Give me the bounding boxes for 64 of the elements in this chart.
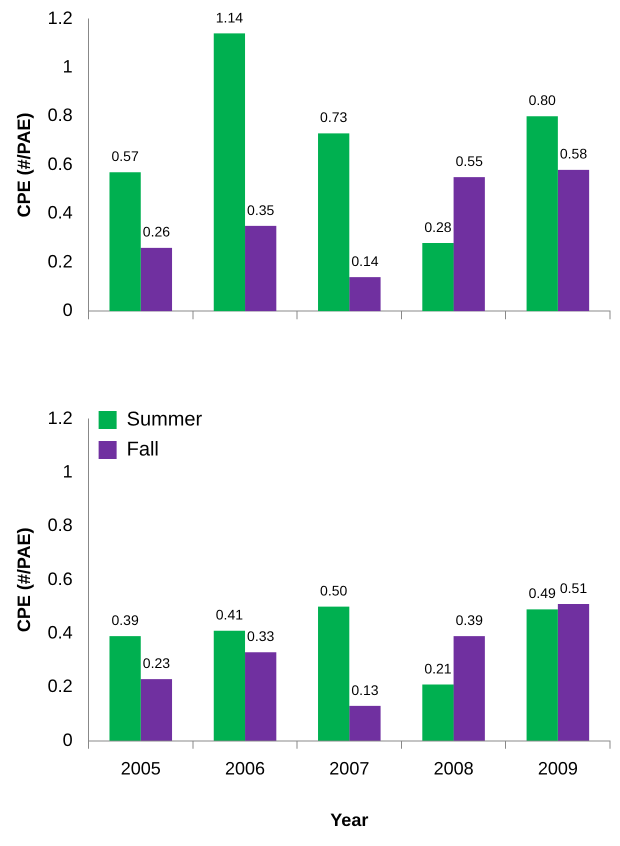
- legend-label: Fall: [126, 438, 159, 461]
- data-label: 0.39: [111, 612, 139, 628]
- y-tick-label: 0.2: [48, 676, 73, 696]
- data-label: 0.13: [351, 682, 379, 698]
- data-label: 0.23: [142, 654, 170, 671]
- x-tick-label: 2007: [329, 758, 370, 779]
- legend-label: Summer: [126, 408, 203, 431]
- data-label: 1.14: [216, 9, 244, 26]
- data-label: 0.41: [216, 606, 244, 623]
- data-label: 0.73: [320, 109, 348, 126]
- data-label: 0.14: [351, 252, 379, 269]
- y-tick-label: 0.6: [48, 154, 73, 174]
- bar: [454, 636, 485, 741]
- data-label: 0.57: [111, 148, 139, 164]
- x-tick-label: 2009: [538, 758, 578, 779]
- bar: [318, 133, 350, 312]
- y-tick-label: 0: [62, 300, 73, 320]
- data-label: 0.49: [528, 585, 556, 602]
- y-tick-label: 0: [62, 730, 73, 750]
- bar: [422, 684, 454, 741]
- y-tick-label: 0.6: [48, 568, 73, 589]
- y-tick-label: 1: [62, 56, 73, 76]
- data-label: 0.26: [142, 224, 170, 240]
- bar: [109, 636, 141, 741]
- y-tick-label: 1.2: [48, 8, 73, 28]
- x-tick-label: 2008: [434, 758, 474, 779]
- bar: [109, 172, 141, 312]
- bar: [245, 652, 276, 741]
- y-tick-label: 1: [62, 461, 73, 482]
- data-label: 0.58: [560, 146, 588, 162]
- bar: [349, 706, 381, 741]
- x-tick-label: 2006: [225, 758, 266, 779]
- bar: [526, 116, 558, 312]
- x-axis-title: Year: [330, 810, 368, 830]
- y-tick-label: 0.4: [48, 202, 73, 223]
- data-label: 0.21: [424, 660, 452, 676]
- x-tick-label: 2005: [120, 758, 161, 779]
- bar: [318, 606, 350, 741]
- data-label: 0.35: [247, 202, 275, 218]
- y-tick-label: 0.8: [48, 105, 73, 126]
- bar: [454, 177, 485, 312]
- bar: [349, 277, 381, 312]
- bar: [422, 242, 454, 312]
- y-axis-title: CPE (#/PAE): [14, 112, 34, 218]
- y-tick-label: 0.8: [48, 515, 73, 536]
- data-label: 0.55: [456, 153, 484, 170]
- y-tick-label: 0.4: [48, 622, 73, 642]
- bar: [526, 609, 558, 741]
- data-label: 0.50: [320, 582, 348, 598]
- bar: [214, 33, 246, 312]
- data-label: 0.39: [456, 612, 484, 628]
- data-label: 0.33: [247, 628, 275, 644]
- bar: [245, 226, 276, 312]
- y-axis-title: CPE (#/PAE): [14, 527, 34, 632]
- data-label: 0.51: [560, 580, 588, 596]
- bar: [558, 170, 590, 312]
- data-label: 0.80: [528, 92, 556, 108]
- bar: [558, 604, 590, 741]
- data-label: 0.28: [424, 218, 452, 235]
- bar: [140, 679, 172, 741]
- bar: [140, 248, 172, 312]
- y-tick-label: 0.2: [48, 251, 73, 272]
- y-tick-label: 1.2: [48, 408, 73, 428]
- bar: [214, 630, 246, 741]
